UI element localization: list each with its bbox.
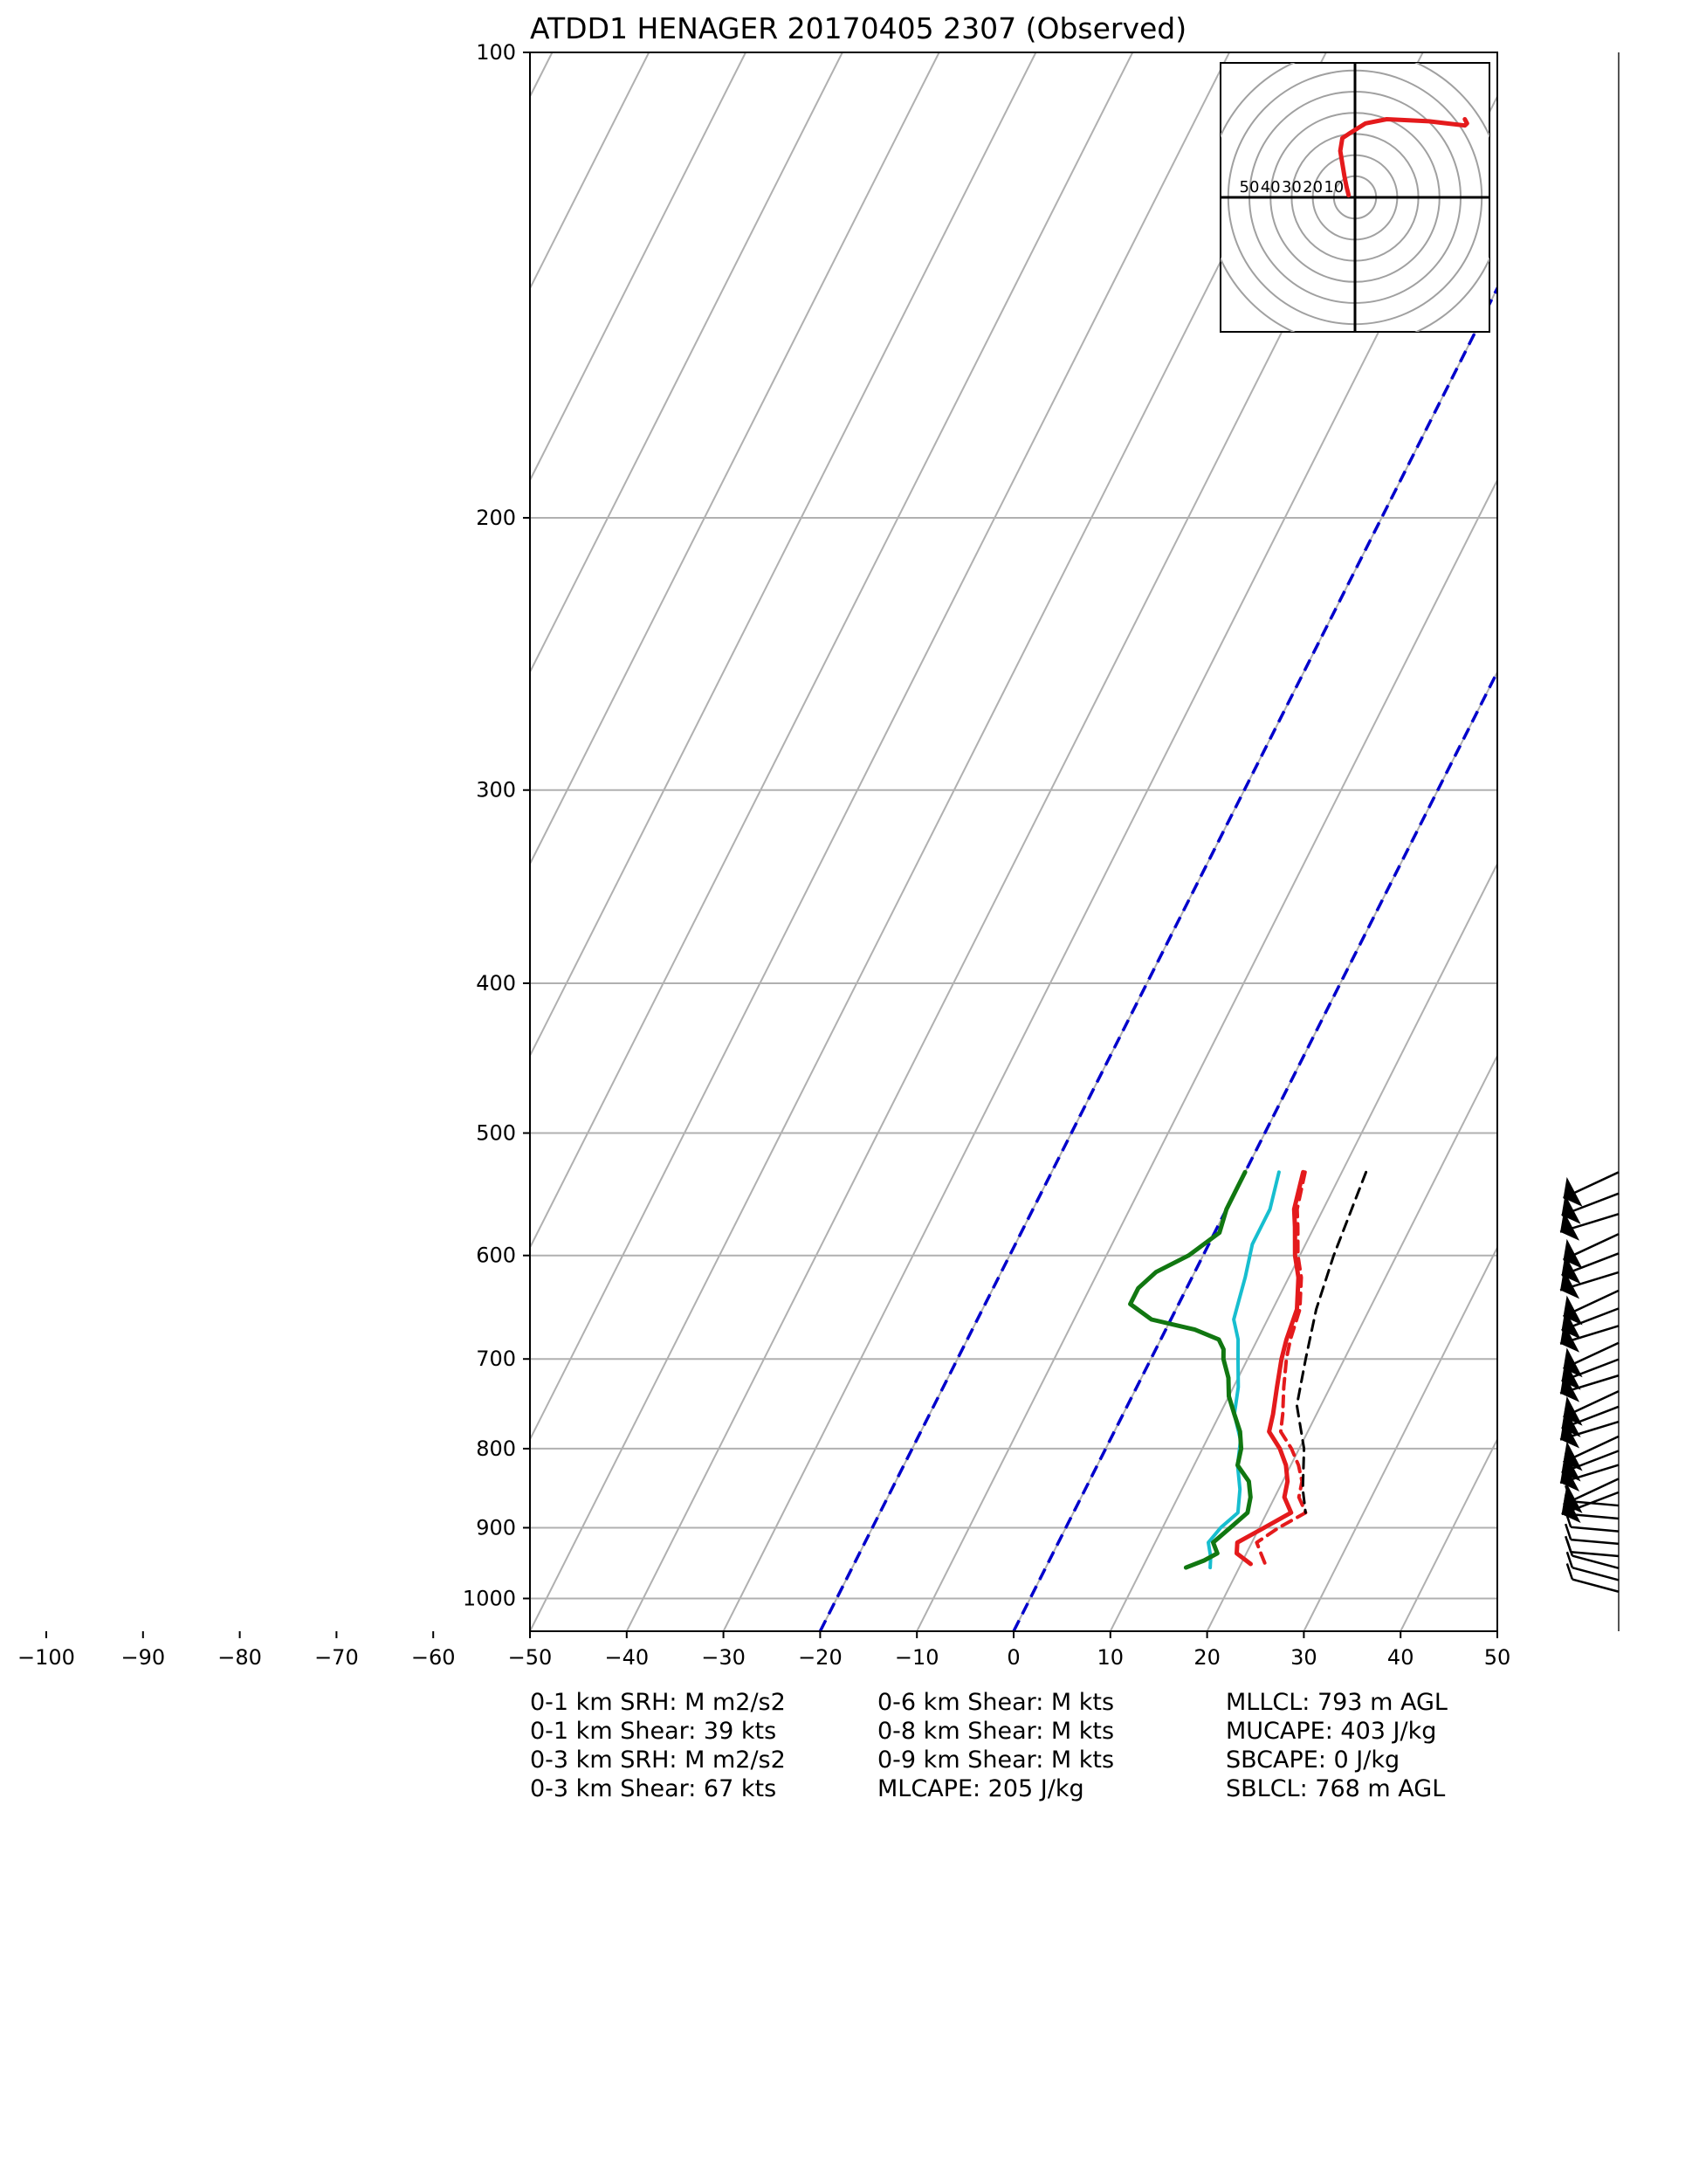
wind-barb [1572, 1578, 1620, 1593]
x-tick-label: −80 [217, 1645, 262, 1670]
isotherm-gridline [530, 52, 1327, 1631]
wind-barb [1571, 1538, 1620, 1546]
isotherm-gridline [530, 52, 1134, 1250]
wind-barb [1571, 1526, 1620, 1533]
x-tick-label: −40 [604, 1645, 649, 1670]
wind-barb-flag [1560, 1210, 1580, 1241]
x-tick-label: 30 [1290, 1645, 1317, 1670]
isotherm-gridline [916, 478, 1497, 1631]
hodograph-inset: 50 40 30 20 10 [1220, 62, 1490, 333]
wind-barb-flag [1560, 1462, 1580, 1492]
x-tick-label: −90 [120, 1645, 165, 1670]
hodograph-ring-label: 30 [1282, 178, 1302, 196]
hodograph-ring-label: 10 [1324, 178, 1344, 196]
reference-isotherms [818, 285, 1497, 1631]
isotherm-gridline [1109, 862, 1497, 1631]
parcel-line [1295, 1170, 1368, 1514]
pressure-axis: 100 200 300 400 500 600 700 800 900 1000 [463, 40, 530, 1610]
chart-title: ATDD1 HENAGER 20170405 2307 (Observed) [530, 11, 1187, 45]
wind-barb-feather [1565, 1523, 1572, 1540]
dewpoint-line [1128, 1169, 1253, 1570]
x-tick-label: 0 [1007, 1645, 1020, 1670]
isotherm-gridline [1303, 1245, 1497, 1631]
temperature-line [1235, 1169, 1306, 1567]
y-tick-label: 900 [476, 1515, 516, 1540]
x-tick-label: 50 [1484, 1645, 1511, 1670]
wind-barb-feather [1565, 1551, 1574, 1568]
x-tick-label: −10 [895, 1645, 939, 1670]
temperature-axis: −100 −90 −80 −70 −60 −50 −40 −30 −20 −10 0 10 20 30 40… [17, 1631, 1510, 1670]
stat-line: 0-3 km SRH: M m2/s2 [530, 1747, 786, 1774]
stat-line: 0-3 km Shear: 67 kts [530, 1775, 776, 1802]
isotherm-gridline [530, 52, 940, 866]
y-tick-label: 800 [476, 1436, 516, 1461]
stat-line: SBLCL: 768 m AGL [1226, 1775, 1445, 1802]
stat-line: MUCAPE: 403 J/kg [1226, 1718, 1436, 1745]
reference-isotherm-line [1012, 668, 1497, 1631]
stat-line: 0-6 km Shear: M kts [877, 1689, 1114, 1716]
hodograph-ring-label: 20 [1303, 178, 1323, 196]
stat-line: 0-9 km Shear: M kts [877, 1747, 1114, 1774]
stat-line: MLLCL: 793 m AGL [1226, 1689, 1448, 1716]
isotherm-gridline [1206, 1053, 1497, 1631]
x-tick-label: −50 [508, 1645, 553, 1670]
x-tick-label: −30 [701, 1645, 746, 1670]
wind-barb-feather [1565, 1540, 1574, 1556]
wind-barb [1571, 1550, 1620, 1558]
x-tick-label: −60 [411, 1645, 456, 1670]
y-tick-label: 700 [476, 1347, 516, 1371]
wind-barbs [1559, 52, 1620, 1631]
x-tick-label: 20 [1193, 1645, 1221, 1670]
isotherm-gridline [530, 52, 1037, 1058]
reference-isotherm-line [818, 285, 1497, 1631]
x-tick-label: −100 [17, 1645, 75, 1670]
hodograph-ring-label: 40 [1261, 178, 1281, 196]
hodograph-ring-labels: 50 40 30 20 10 [1240, 178, 1345, 196]
wind-barb-feather [1565, 1485, 1572, 1502]
wind-barb-feather [1565, 1511, 1572, 1528]
hodograph-ring-label: 50 [1240, 178, 1260, 196]
y-tick-label: 500 [476, 1121, 516, 1146]
x-tick-label: 10 [1097, 1645, 1125, 1670]
wet-bulb-line [1207, 1170, 1281, 1570]
x-tick-label: −70 [314, 1645, 359, 1670]
hodograph-trace-line [1338, 117, 1469, 198]
virtual-temperature-line [1255, 1170, 1308, 1566]
wind-barb-feather [1565, 1498, 1572, 1515]
y-tick-label: 400 [476, 971, 516, 996]
wind-barb [1571, 1512, 1620, 1520]
y-tick-label: 300 [476, 778, 516, 803]
wind-barb [1572, 1566, 1620, 1581]
wind-barb-flag [1563, 1176, 1583, 1207]
wind-barb-flag [1560, 1322, 1580, 1353]
stat-line: 0-1 km Shear: 39 kts [530, 1718, 776, 1745]
x-tick-label: 40 [1387, 1645, 1414, 1670]
stat-line: 0-8 km Shear: M kts [877, 1718, 1114, 1745]
wind-barb-flag [1560, 1269, 1580, 1299]
isotherm-gridline [530, 52, 1230, 1442]
wind-barb-flag [1560, 1372, 1580, 1402]
wind-barb [1571, 1500, 1620, 1507]
wind-barb-flag [1560, 1418, 1580, 1449]
isotherm-gridline [530, 52, 746, 483]
wind-barb [1572, 1554, 1620, 1570]
y-tick-label: 100 [476, 40, 516, 65]
stat-line: SBCAPE: 0 J/kg [1226, 1747, 1400, 1774]
wind-barb-feather [1565, 1563, 1574, 1580]
sounding-stats: 0-1 km SRH: M m2/s20-1 km Shear: 39 kts0… [530, 1689, 1448, 1802]
y-tick-label: 200 [476, 506, 516, 530]
isotherm-gridline [530, 52, 843, 674]
y-tick-label: 1000 [463, 1586, 516, 1610]
sounding-profiles [1128, 1169, 1368, 1570]
x-tick-label: −20 [798, 1645, 843, 1670]
y-tick-label: 600 [476, 1244, 516, 1268]
stat-line: 0-1 km SRH: M m2/s2 [530, 1689, 786, 1716]
hodograph-trace [1338, 117, 1469, 198]
stat-line: MLCAPE: 205 J/kg [877, 1775, 1084, 1802]
